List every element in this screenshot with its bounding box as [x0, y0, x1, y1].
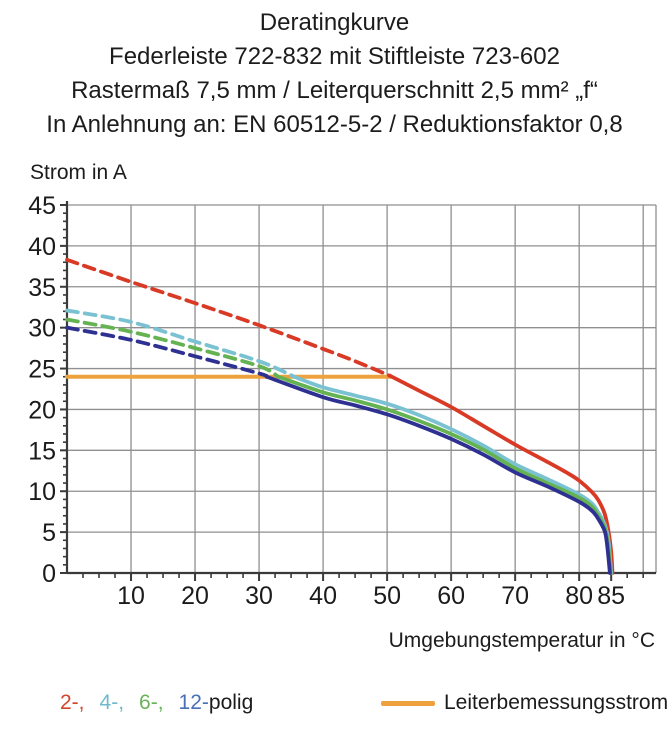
- chart-subtitle-standard: In Anlehnung an: EN 60512-5-2 / Reduktio…: [46, 111, 623, 138]
- y-tick-label: 45: [28, 192, 56, 220]
- major-ticks-and-labels: 0 5 10 15 20 25 30 35 40 45 10 20 30 40 50 60 70 80 85: [28, 192, 625, 610]
- legend-polig-suffix: polig: [208, 691, 254, 714]
- y-tick-label: 35: [28, 274, 56, 302]
- y-tick-label: 0: [42, 560, 56, 588]
- y-tick-label: 15: [28, 437, 56, 465]
- y-tick-label: 25: [28, 356, 56, 384]
- legend-item-4-polig: 4-,: [99, 691, 125, 714]
- x-tick-label: 30: [245, 582, 273, 610]
- rated-current-line-swatch: [381, 700, 435, 706]
- legend-item-6-polig: 6-,: [139, 691, 164, 714]
- axes: [65, 201, 656, 575]
- x-tick-label: 40: [309, 582, 337, 610]
- series-12-polig-dashed: [65, 325, 269, 379]
- y-tick-label: 40: [28, 233, 56, 261]
- y-axis-title: Strom in A: [30, 161, 127, 184]
- x-tick-label: 80: [565, 582, 593, 610]
- y-tick-label: 20: [28, 396, 56, 424]
- rated-current-label: Leiterbemessungsstrom: [444, 691, 669, 714]
- y-tick-label: 5: [42, 519, 56, 547]
- series-12-polig: [65, 325, 612, 575]
- series-4-polig-dashed: [65, 308, 297, 379]
- grid-lines: [67, 204, 657, 573]
- series-6-polig-solid: [276, 374, 613, 575]
- x-tick-label: 20: [181, 582, 209, 610]
- legend-item-2-polig: 2-,: [60, 691, 85, 714]
- chart-subtitle-spec: Rastermaß 7,5 mm / Leiterquerschnitt 2,5…: [71, 77, 598, 104]
- legend-item-12-polig: 12-: [178, 691, 209, 714]
- x-tick-label: 60: [437, 582, 465, 610]
- rated-current-legend: Leiterbemessungsstrom: [381, 691, 668, 715]
- minor-ticks: [63, 212, 644, 578]
- series-6-polig: [65, 317, 613, 575]
- x-tick-label: 50: [373, 582, 401, 610]
- series-4-polig: [65, 308, 614, 575]
- x-tick-label: 85: [597, 582, 625, 610]
- pole-count-legend: 2-, 4-, 6-, 12-polig: [60, 691, 253, 715]
- x-tick-label: 70: [501, 582, 529, 610]
- chart-title: Deratingkurve: [259, 9, 410, 36]
- series-6-polig-dashed: [65, 317, 281, 379]
- x-axis-title: Umgebungstemperatur in °C: [388, 629, 655, 652]
- legend: 2-, 4-, 6-, 12-polig Leiterbemessungsstrom: [0, 691, 669, 721]
- series-2-polig-dashed: [65, 257, 393, 378]
- y-tick-label: 30: [28, 315, 56, 343]
- chart-subtitle-product: Federleiste 722-832 mit Stiftleiste 723-…: [109, 43, 560, 70]
- series-2-polig: [65, 257, 615, 575]
- chart-title-block: Deratingkurve Federleiste 722-832 mit St…: [0, 6, 669, 142]
- y-tick-label: 10: [28, 478, 56, 506]
- series-12-polig-solid: [264, 374, 612, 575]
- x-tick-label: 10: [117, 582, 145, 610]
